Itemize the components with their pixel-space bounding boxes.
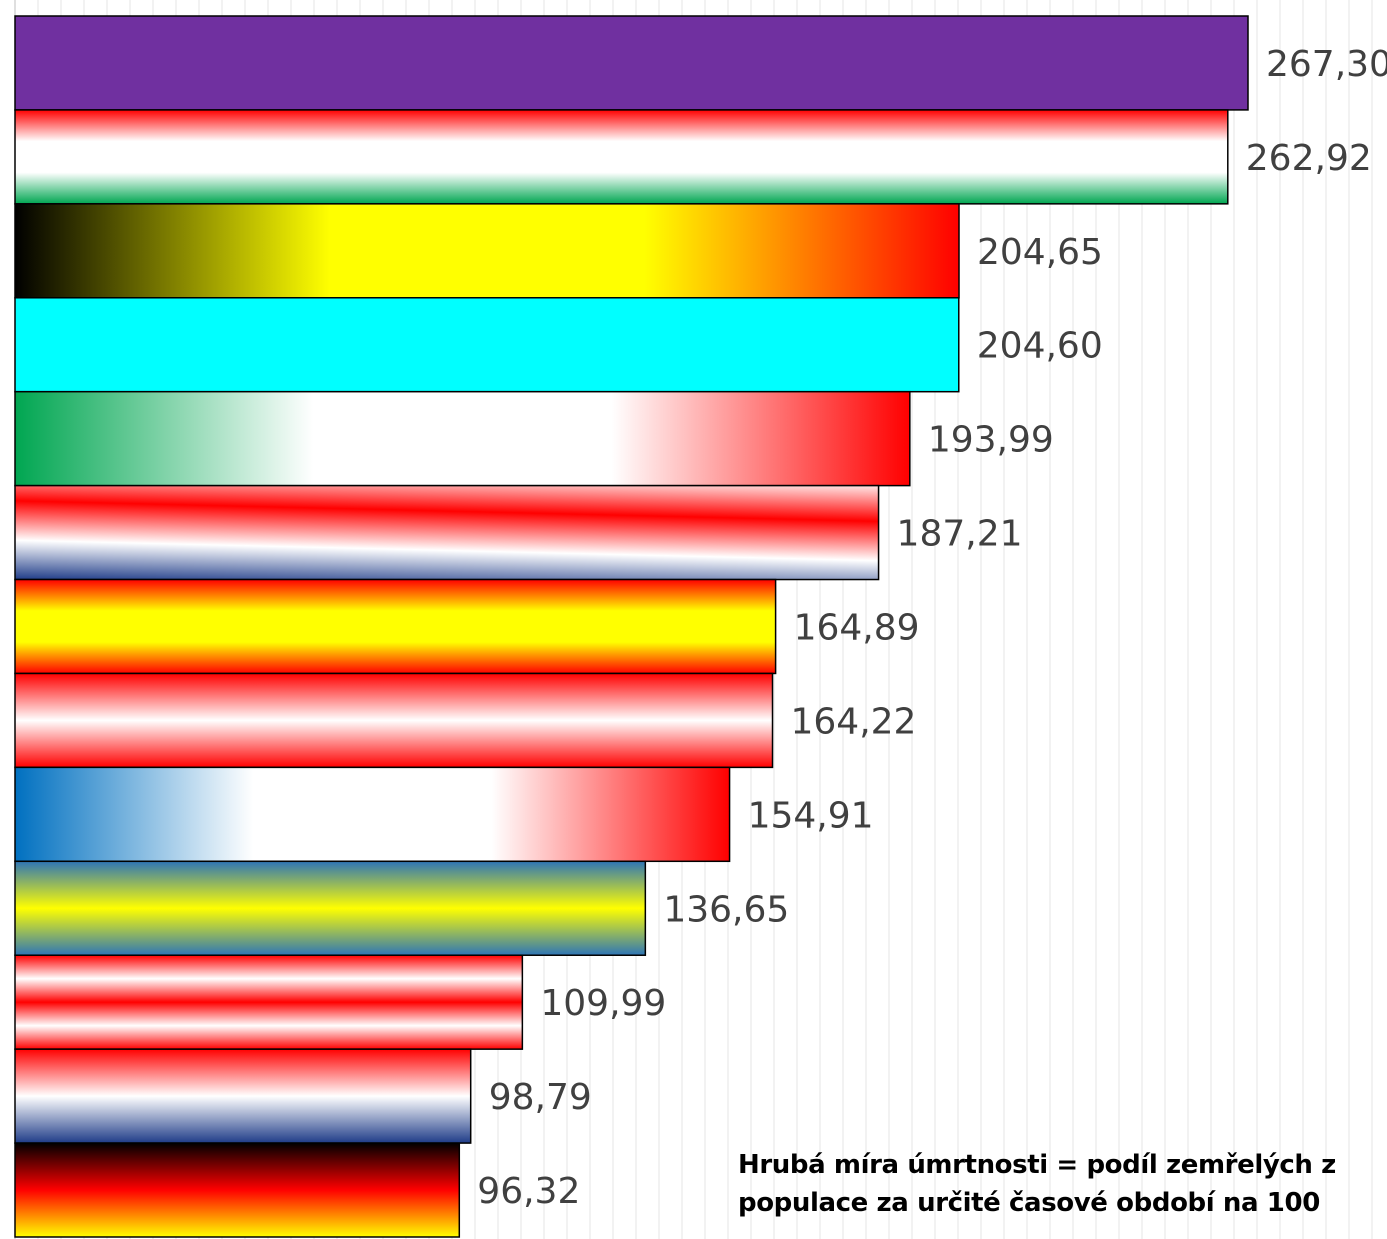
data-label: 136,65 bbox=[663, 889, 789, 930]
data-label: 154,91 bbox=[748, 795, 874, 836]
bar bbox=[14, 484, 880, 581]
data-labels: 267,30 262,92 204,65 204,60 193,99 187,21 164,… bbox=[477, 44, 1387, 1212]
data-label: 262,92 bbox=[1246, 138, 1372, 179]
bars bbox=[14, 15, 1249, 1238]
bar bbox=[14, 1142, 461, 1238]
data-label: 193,99 bbox=[928, 420, 1054, 461]
bar bbox=[14, 578, 777, 675]
data-label: 96,32 bbox=[477, 1171, 580, 1212]
bar bbox=[14, 109, 1229, 205]
bar bbox=[14, 860, 647, 956]
data-label: 164,89 bbox=[794, 608, 920, 649]
data-label: 109,99 bbox=[540, 983, 666, 1024]
bar bbox=[14, 390, 911, 487]
data-label: 164,22 bbox=[791, 701, 917, 742]
bar bbox=[14, 954, 524, 1050]
bar bbox=[14, 203, 960, 299]
bar bbox=[14, 297, 960, 393]
data-label: 204,60 bbox=[977, 326, 1103, 367]
data-label: 267,30 bbox=[1266, 44, 1387, 85]
bar bbox=[14, 672, 774, 769]
data-label: 204,65 bbox=[977, 232, 1103, 273]
note-line-2: populace za určité časové období na 100 bbox=[738, 1188, 1320, 1218]
note-line-1: Hrubá míra úmrtnosti = podíl zemřelých z bbox=[738, 1150, 1336, 1180]
data-label: 187,21 bbox=[897, 514, 1023, 555]
annotation-note: Hrubá míra úmrtnosti = podíl zemřelých z… bbox=[738, 1146, 1383, 1222]
data-label: 98,79 bbox=[489, 1077, 592, 1118]
bar bbox=[14, 15, 1249, 111]
bar bbox=[14, 766, 731, 863]
bar bbox=[14, 1048, 472, 1144]
